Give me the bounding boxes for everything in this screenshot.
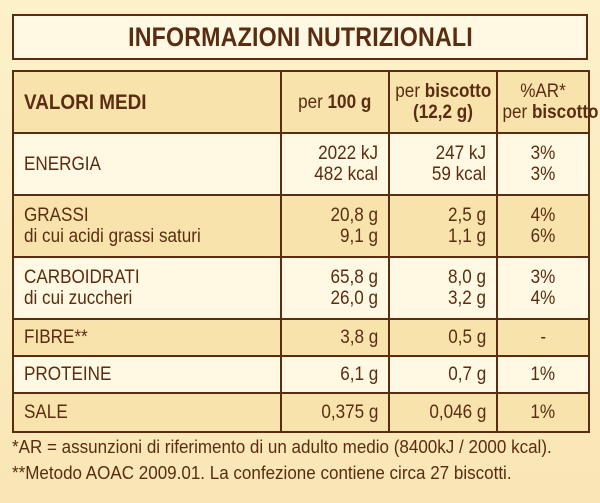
carboidrati-perbisc-sub: 3,2 g: [447, 288, 486, 309]
grassi-ar-cell: 4% 6%: [496, 194, 590, 258]
fibre-label-cell: FIBRE**: [12, 318, 282, 357]
carboidrati-ar-cell: 3% 4%: [496, 256, 590, 320]
footnote-ar: *AR = assunzioni di riferimento di un ad…: [12, 436, 592, 458]
sale-ar: 1%: [530, 402, 556, 423]
grassi-ar-sub: 6%: [530, 226, 556, 247]
proteine-ar: 1%: [530, 364, 556, 385]
header-per-100g-value: 100 g: [327, 91, 372, 113]
energia-label-cell: ENERGIA: [12, 132, 282, 196]
sale-per100: 0,375 g: [320, 402, 378, 423]
header-valori-medi-text: VALORI MEDI: [24, 90, 147, 114]
sale-label: SALE: [24, 402, 68, 423]
table-row-carboidrati: CARBOIDRATI di cui zuccheri 65,8 g 26,0 …: [12, 256, 590, 320]
page-title: INFORMAZIONI NUTRIZIONALI: [127, 21, 473, 52]
energia-perbisc-cell: 247 kJ 59 kcal: [388, 132, 498, 196]
proteine-perbisc-cell: 0,7 g: [388, 355, 498, 394]
carboidrati-ar-sub: 4%: [530, 288, 556, 309]
fibre-per100-cell: 3,8 g: [280, 318, 390, 357]
sale-perbisc-cell: 0,046 g: [388, 392, 498, 433]
energia-label: ENERGIA: [24, 153, 101, 175]
header-ar-symbol: %AR*: [520, 81, 566, 102]
fibre-label: FIBRE**: [24, 327, 88, 348]
proteine-per100: 6,1 g: [339, 364, 378, 385]
footnote-method: **Metodo AOAC 2009.01. La confezione con…: [12, 462, 592, 484]
header-ar-per-biscotto: %AR* per biscotto: [496, 70, 598, 134]
energia-per100-cell: 2022 kJ 482 kcal: [280, 132, 390, 196]
grassi-ar: 4%: [530, 205, 556, 226]
header-portion-weight: (12,2 g): [413, 102, 473, 123]
header-per-100g-prefix: per: [298, 91, 328, 113]
grassi-label: GRASSI: [24, 205, 89, 226]
header-per-biscotto: per biscotto (12,2 g): [388, 70, 498, 134]
proteine-label: PROTEINE: [24, 364, 112, 385]
energia-ar-cell: 3% 3%: [496, 132, 590, 196]
grassi-perbisc: 2,5 g: [447, 205, 486, 226]
title-banner: INFORMAZIONI NUTRIZIONALI: [12, 14, 588, 60]
proteine-per100-cell: 6,1 g: [280, 355, 390, 394]
grassi-label-cell: GRASSI di cui acidi grassi saturi: [12, 194, 282, 258]
carboidrati-per100-cell: 65,8 g 26,0 g: [280, 256, 390, 320]
grassi-sublabel: di cui acidi grassi saturi: [24, 226, 201, 247]
carboidrati-label: CARBOIDRATI: [24, 267, 140, 288]
sale-perbisc: 0,046 g: [428, 402, 486, 423]
sale-label-cell: SALE: [12, 392, 282, 433]
grassi-per100-sub: 9,1 g: [339, 226, 378, 247]
header-valori-medi: VALORI MEDI: [12, 70, 282, 134]
header-per-biscotto-word: biscotto: [424, 81, 492, 102]
carboidrati-sublabel: di cui zuccheri: [24, 288, 133, 309]
carboidrati-per100: 65,8 g: [330, 267, 378, 288]
header-per-100g: per 100 g: [280, 70, 390, 134]
energia-ar-kcal: 3%: [530, 164, 556, 185]
sale-ar-cell: 1%: [496, 392, 590, 433]
carboidrati-per100-sub: 26,0 g: [330, 288, 378, 309]
table-row-energia: ENERGIA 2022 kJ 482 kcal 247 kJ 59 kcal …: [12, 132, 590, 196]
carboidrati-ar: 3%: [530, 267, 556, 288]
fibre-perbisc: 0,5 g: [447, 327, 486, 348]
header-per-biscotto-prefix: per: [395, 81, 425, 102]
energia-perbisc-kcal: 59 kcal: [431, 164, 486, 185]
nutrition-table: VALORI MEDI per 100 g per biscotto (12,2…: [12, 70, 598, 433]
carboidrati-perbisc-cell: 8,0 g 3,2 g: [388, 256, 498, 320]
carboidrati-label-cell: CARBOIDRATI di cui zuccheri: [12, 256, 282, 320]
energia-per100-kcal: 482 kcal: [314, 164, 378, 185]
header-ar-prefix: per: [502, 102, 532, 123]
grassi-perbisc-cell: 2,5 g 1,1 g: [388, 194, 498, 258]
proteine-label-cell: PROTEINE: [12, 355, 282, 394]
fibre-ar-cell: -: [496, 318, 590, 357]
footnote-method-text: **Metodo AOAC 2009.01. La confezione con…: [12, 462, 512, 483]
carboidrati-perbisc: 8,0 g: [447, 267, 486, 288]
footnote-ar-text: *AR = assunzioni di riferimento di un ad…: [12, 436, 552, 457]
table-row-grassi: GRASSI di cui acidi grassi saturi 20,8 g…: [12, 194, 590, 258]
grassi-per100-cell: 20,8 g 9,1 g: [280, 194, 390, 258]
energia-per100-kj: 2022 kJ: [318, 143, 378, 164]
grassi-perbisc-sub: 1,1 g: [447, 226, 486, 247]
table-row-sale: SALE 0,375 g 0,046 g 1%: [12, 392, 590, 433]
fibre-perbisc-cell: 0,5 g: [388, 318, 498, 357]
energia-ar-kj: 3%: [530, 143, 556, 164]
energia-perbisc-kj: 247 kJ: [435, 143, 486, 164]
proteine-perbisc: 0,7 g: [447, 364, 486, 385]
table-header-row: VALORI MEDI per 100 g per biscotto (12,2…: [12, 70, 598, 134]
fibre-per100: 3,8 g: [339, 327, 378, 348]
grassi-per100: 20,8 g: [330, 205, 378, 226]
header-ar-word: biscotto: [531, 102, 599, 123]
proteine-ar-cell: 1%: [496, 355, 590, 394]
table-row-fibre: FIBRE** 3,8 g 0,5 g -: [12, 318, 590, 357]
table-row-proteine: PROTEINE 6,1 g 0,7 g 1%: [12, 355, 590, 394]
sale-per100-cell: 0,375 g: [280, 392, 390, 433]
fibre-ar: -: [540, 327, 546, 348]
